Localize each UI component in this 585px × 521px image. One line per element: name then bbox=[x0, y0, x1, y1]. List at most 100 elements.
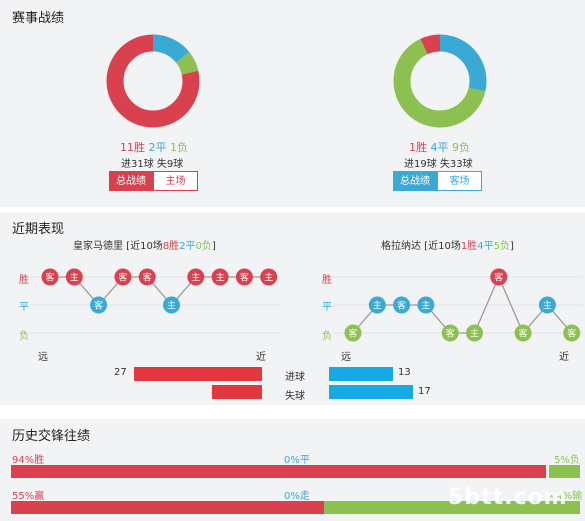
away-match-6-marker bbox=[466, 324, 483, 342]
h2h-title: 历史交锋往绩 bbox=[12, 429, 91, 444]
home-form-bracket: ] bbox=[211, 241, 216, 252]
away-conceded-bar bbox=[329, 385, 413, 399]
h2h-draw-pct: 0%平 bbox=[284, 455, 310, 466]
home-match-3-venue: 客 bbox=[94, 300, 103, 312]
away-axis-near: 近 bbox=[559, 352, 569, 363]
home-axis-loss: 负 bbox=[19, 331, 29, 342]
home-form-chart: 客主客客 客主主主客主 bbox=[30, 268, 280, 334]
home-draws: 2平 bbox=[148, 141, 167, 154]
away-match-4-venue: 主 bbox=[421, 300, 430, 312]
summary-title: 赛事战绩 bbox=[12, 11, 65, 26]
home-conceded-bar bbox=[212, 385, 262, 399]
away-goals-value: 13 bbox=[398, 367, 411, 378]
home-axis-win: 胜 bbox=[19, 275, 29, 286]
h2h-win-segment bbox=[11, 465, 546, 478]
away-goals: 进19球 bbox=[404, 159, 437, 170]
away-match-8-marker bbox=[514, 324, 532, 342]
away-wins: 1胜 bbox=[409, 141, 427, 154]
away-match-3-venue: 客 bbox=[397, 300, 406, 312]
away-donut-chart bbox=[393, 34, 487, 128]
h2h-handicap-loss-pct: 44%输 bbox=[550, 491, 583, 502]
away-total-record-button[interactable]: 总战绩 bbox=[393, 171, 437, 191]
away-axis-far: 远 bbox=[341, 352, 351, 363]
home-match-6-venue: 主 bbox=[167, 300, 176, 312]
away-goals-bar bbox=[329, 367, 393, 381]
home-match-8-venue: 主 bbox=[216, 272, 225, 284]
home-match-5-marker bbox=[138, 268, 156, 286]
h2h-loss-segment bbox=[549, 465, 580, 478]
away-match-4-marker bbox=[417, 296, 435, 314]
home-wins: 11胜 bbox=[120, 141, 145, 154]
away-match-3-marker bbox=[393, 296, 411, 314]
away-record: 1胜 4平 9负 bbox=[409, 139, 470, 155]
home-form-header: 皇家马德里 [近10场8胜2平0负] bbox=[73, 237, 216, 252]
away-venue-button[interactable]: 客场 bbox=[437, 171, 482, 191]
away-match-5-marker bbox=[441, 324, 459, 342]
home-match-10-marker bbox=[260, 268, 278, 286]
home-goals: 进31球 bbox=[121, 159, 154, 170]
goals-label: 进球 bbox=[285, 372, 305, 383]
conceded-label: 失球 bbox=[285, 391, 305, 402]
away-axis-loss: 负 bbox=[322, 331, 332, 342]
home-match-4-marker bbox=[114, 268, 132, 286]
home-match-2-venue: 主 bbox=[70, 272, 79, 284]
away-match-8-venue: 客 bbox=[519, 328, 528, 340]
home-match-9-marker bbox=[235, 268, 253, 286]
home-match-4-venue: 客 bbox=[118, 272, 127, 284]
home-venue-button[interactable]: 主场 bbox=[153, 171, 198, 191]
home-match-10-venue: 主 bbox=[264, 272, 273, 284]
away-conceded: 失33球 bbox=[439, 159, 473, 170]
away-form-bracket: ] bbox=[509, 241, 514, 252]
home-axis-near: 近 bbox=[256, 352, 266, 363]
away-form-header: 格拉纳达 [近10场1胜4平5负] bbox=[381, 237, 514, 252]
away-match-7-marker bbox=[490, 268, 508, 286]
head-to-head-section: 历史交锋往绩 94%胜 0%平 5%负 55%赢 0%走 44%输 5btt.c… bbox=[0, 419, 585, 521]
away-match-6-venue: 主 bbox=[470, 328, 479, 340]
home-record: 11胜 2平 1负 bbox=[120, 139, 188, 155]
home-match-5-venue: 客 bbox=[143, 272, 152, 284]
home-form-wins: 8胜 bbox=[162, 241, 180, 252]
away-match-7-venue: 客 bbox=[494, 272, 503, 284]
home-form-losses: 0负 bbox=[195, 241, 212, 252]
away-match-2-venue: 主 bbox=[373, 300, 382, 312]
h2h-handicap-push-pct: 0%走 bbox=[284, 491, 310, 502]
away-goals-line: 进19球 失33球 bbox=[404, 155, 473, 170]
home-donut-chart bbox=[106, 34, 200, 128]
away-form-team: 格拉纳达 [近10场 bbox=[381, 241, 461, 252]
away-match-10-marker bbox=[563, 324, 581, 342]
h2h-result-bar bbox=[11, 465, 580, 478]
away-loss-slice bbox=[393, 34, 487, 128]
home-axis-draw: 平 bbox=[19, 302, 29, 313]
home-goals-bar bbox=[134, 367, 262, 381]
home-match-1-marker bbox=[41, 268, 59, 286]
away-match-10-venue: 客 bbox=[567, 328, 576, 340]
h2h-handicap-win-segment bbox=[11, 501, 324, 514]
h2h-handicap-bar bbox=[11, 501, 580, 514]
home-form-team: 皇家马德里 [近10场 bbox=[73, 241, 163, 252]
away-form-wins: 1胜 bbox=[460, 241, 478, 252]
home-goals-value: 27 bbox=[114, 367, 127, 378]
home-axis-far: 远 bbox=[38, 352, 48, 363]
home-match-7-venue: 主 bbox=[191, 272, 200, 284]
home-total-record-button[interactable]: 总战绩 bbox=[109, 171, 153, 191]
home-form-line bbox=[50, 276, 269, 306]
home-losses: 1负 bbox=[170, 141, 188, 154]
summary-section: 赛事战绩 11胜 2平 1负 进31球 失9球 总战绩 主场 1胜 4平 9负 … bbox=[0, 0, 585, 207]
away-match-1-marker bbox=[344, 324, 362, 342]
home-match-2-marker bbox=[65, 268, 83, 286]
h2h-handicap-win-pct: 55%赢 bbox=[12, 491, 45, 502]
away-axis-draw: 平 bbox=[322, 302, 332, 313]
home-form-draws: 2平 bbox=[179, 241, 196, 252]
watermark: 5btt.com bbox=[448, 485, 568, 510]
away-match-9-venue: 主 bbox=[543, 300, 552, 312]
h2h-loss-pct: 5%负 bbox=[554, 455, 580, 466]
recent-title: 近期表现 bbox=[12, 222, 65, 237]
away-form-line bbox=[352, 275, 573, 335]
home-match-3-marker bbox=[90, 296, 108, 314]
away-match-9-marker bbox=[538, 296, 556, 314]
home-match-9-venue: 客 bbox=[240, 272, 249, 284]
away-form-draws: 4平 bbox=[477, 241, 494, 252]
away-axis-win: 胜 bbox=[322, 275, 332, 286]
away-conceded-value: 17 bbox=[418, 386, 431, 397]
home-match-7-marker bbox=[187, 268, 205, 286]
